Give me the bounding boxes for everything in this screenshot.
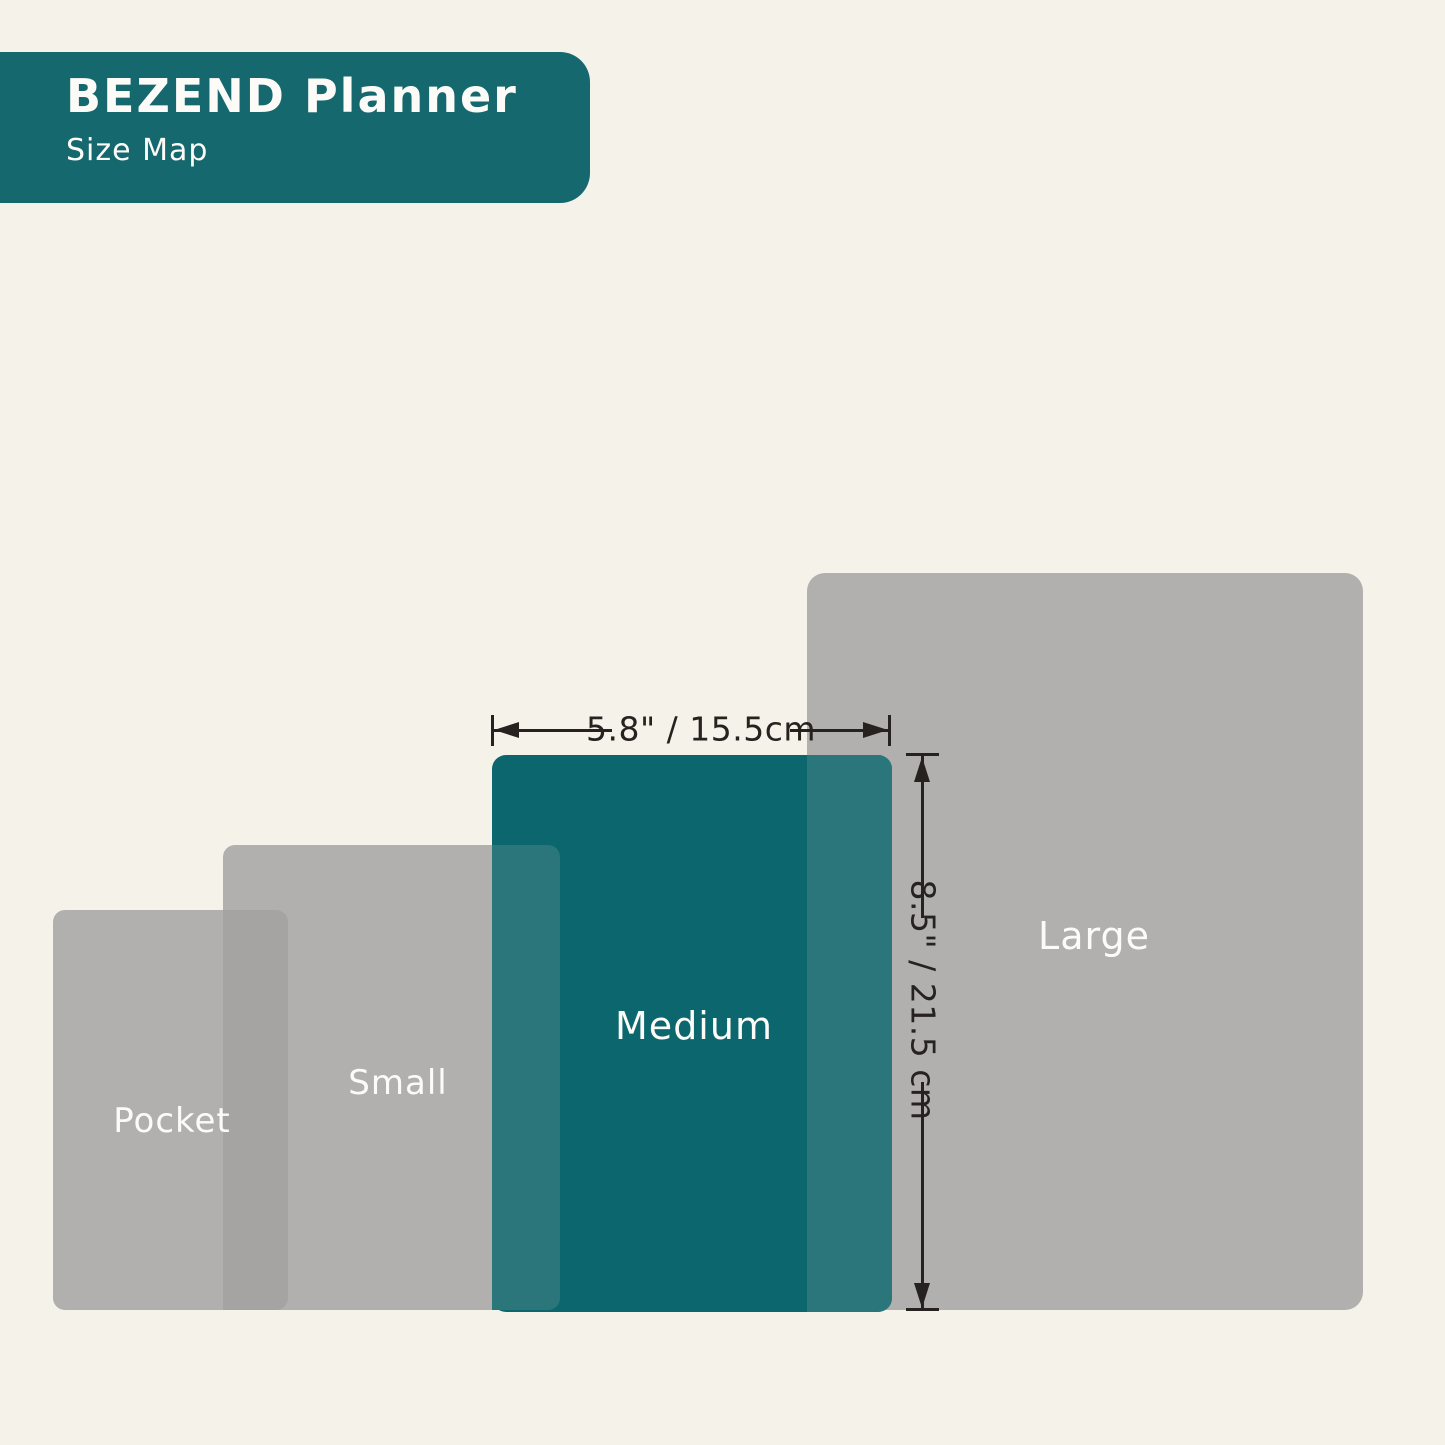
page-subtitle: Size Map [66,132,209,168]
overlap-band-medium-large [807,755,892,1312]
dimension-line [790,729,888,732]
dimension-tick [888,715,891,746]
arrow-right-icon [863,722,888,738]
dimension-line [921,756,924,918]
dimension-line [921,1082,924,1308]
overlap-band-small-medium [492,845,560,1310]
size-rect-large [807,573,1363,1310]
dimension-tick [906,753,939,756]
overlap-band-pocket-small [223,910,288,1310]
arrow-up-icon [914,757,930,782]
brand-title: BEZEND Planner [66,69,518,123]
size-label-small: Small [348,1063,448,1103]
height-dimension-label: 8.5" / 21.5 cm [903,879,943,1121]
brand-card: BEZEND Planner Size Map [0,52,590,203]
dimension-tick [906,1308,939,1311]
arrow-down-icon [914,1283,930,1308]
arrow-left-icon [494,722,519,738]
width-dimension-label: 5.8" / 15.5cm [585,709,817,749]
size-label-large: Large [1038,914,1150,958]
size-label-medium: Medium [615,1004,773,1048]
size-label-pocket: Pocket [113,1101,231,1141]
dimension-line [494,729,612,732]
dimension-tick [491,715,494,746]
